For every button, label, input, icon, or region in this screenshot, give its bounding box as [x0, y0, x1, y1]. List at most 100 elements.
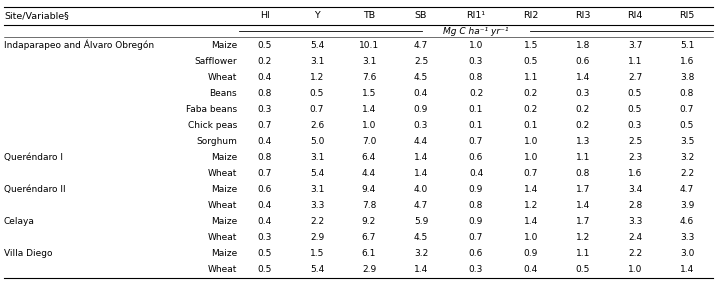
- Text: Villa Diego: Villa Diego: [4, 249, 52, 258]
- Text: 0.2: 0.2: [469, 89, 483, 98]
- Text: 1.5: 1.5: [310, 249, 324, 258]
- Text: 6.4: 6.4: [362, 153, 376, 162]
- Text: 6.1: 6.1: [362, 249, 376, 258]
- Text: 1.5: 1.5: [362, 89, 376, 98]
- Text: 0.4: 0.4: [414, 89, 428, 98]
- Text: 2.5: 2.5: [628, 137, 642, 146]
- Text: 0.4: 0.4: [258, 73, 272, 82]
- Text: Beans: Beans: [209, 89, 237, 98]
- Text: 1.1: 1.1: [524, 73, 538, 82]
- Text: 0.7: 0.7: [680, 105, 694, 114]
- Text: 0.7: 0.7: [258, 121, 272, 130]
- Text: 1.7: 1.7: [576, 185, 590, 194]
- Text: 0.4: 0.4: [258, 217, 272, 226]
- Text: 3.1: 3.1: [310, 185, 324, 194]
- Text: 4.5: 4.5: [414, 233, 428, 242]
- Text: 4.4: 4.4: [362, 169, 376, 178]
- Text: 0.5: 0.5: [258, 265, 272, 275]
- Text: 3.3: 3.3: [680, 233, 694, 242]
- Text: 10.1: 10.1: [359, 40, 379, 50]
- Text: 1.4: 1.4: [576, 73, 590, 82]
- Text: 5.4: 5.4: [310, 169, 324, 178]
- Text: 1.7: 1.7: [576, 217, 590, 226]
- Text: 1.1: 1.1: [576, 249, 590, 258]
- Text: 2.6: 2.6: [310, 121, 324, 130]
- Text: 2.7: 2.7: [628, 73, 642, 82]
- Text: 1.8: 1.8: [576, 40, 590, 50]
- Text: 3.3: 3.3: [310, 201, 324, 210]
- Text: Faba beans: Faba beans: [186, 105, 237, 114]
- Text: 1.4: 1.4: [524, 185, 538, 194]
- Text: 5.1: 5.1: [680, 40, 694, 50]
- Text: 0.7: 0.7: [469, 137, 483, 146]
- Text: 1.0: 1.0: [362, 121, 376, 130]
- Text: 0.8: 0.8: [258, 89, 272, 98]
- Text: 7.0: 7.0: [362, 137, 376, 146]
- Text: 0.6: 0.6: [469, 249, 483, 258]
- Text: Safflower: Safflower: [194, 57, 237, 66]
- Text: 2.2: 2.2: [680, 169, 694, 178]
- Text: 0.8: 0.8: [680, 89, 694, 98]
- Text: 0.3: 0.3: [469, 57, 483, 66]
- Text: 3.3: 3.3: [628, 217, 642, 226]
- Text: 2.9: 2.9: [362, 265, 376, 275]
- Text: Mg C ha⁻¹ yr⁻¹: Mg C ha⁻¹ yr⁻¹: [443, 27, 509, 35]
- Text: 0.4: 0.4: [469, 169, 483, 178]
- Text: 0.9: 0.9: [524, 249, 538, 258]
- Text: 1.1: 1.1: [576, 153, 590, 162]
- Text: 0.5: 0.5: [524, 57, 538, 66]
- Text: 4.4: 4.4: [414, 137, 428, 146]
- Text: Queréndaro I: Queréndaro I: [4, 153, 63, 162]
- Text: 3.5: 3.5: [680, 137, 694, 146]
- Text: 1.0: 1.0: [469, 40, 483, 50]
- Text: SB: SB: [415, 12, 427, 20]
- Text: 0.7: 0.7: [258, 169, 272, 178]
- Text: 1.4: 1.4: [524, 217, 538, 226]
- Text: 0.1: 0.1: [469, 105, 483, 114]
- Text: 1.2: 1.2: [576, 233, 590, 242]
- Text: 0.5: 0.5: [628, 89, 642, 98]
- Text: 0.7: 0.7: [469, 233, 483, 242]
- Text: Wheat: Wheat: [208, 169, 237, 178]
- Text: Maize: Maize: [211, 40, 237, 50]
- Text: 0.5: 0.5: [258, 249, 272, 258]
- Text: 0.2: 0.2: [258, 57, 272, 66]
- Text: 1.4: 1.4: [576, 201, 590, 210]
- Text: 0.8: 0.8: [258, 153, 272, 162]
- Text: 0.8: 0.8: [469, 201, 483, 210]
- Text: 1.0: 1.0: [524, 153, 538, 162]
- Text: 0.2: 0.2: [576, 105, 590, 114]
- Text: 5.0: 5.0: [310, 137, 324, 146]
- Text: 0.4: 0.4: [524, 265, 538, 275]
- Text: 1.4: 1.4: [680, 265, 694, 275]
- Text: 3.7: 3.7: [628, 40, 642, 50]
- Text: 4.7: 4.7: [414, 201, 428, 210]
- Text: 0.1: 0.1: [524, 121, 538, 130]
- Text: 0.3: 0.3: [628, 121, 642, 130]
- Text: 9.2: 9.2: [362, 217, 376, 226]
- Text: 1.0: 1.0: [524, 137, 538, 146]
- Text: 0.6: 0.6: [469, 153, 483, 162]
- Text: Wheat: Wheat: [208, 73, 237, 82]
- Text: 1.3: 1.3: [576, 137, 590, 146]
- Text: 0.4: 0.4: [258, 201, 272, 210]
- Text: 2.9: 2.9: [310, 233, 324, 242]
- Text: Maize: Maize: [211, 185, 237, 194]
- Text: 3.0: 3.0: [680, 249, 694, 258]
- Text: 0.5: 0.5: [310, 89, 324, 98]
- Text: 0.3: 0.3: [414, 121, 428, 130]
- Text: 7.8: 7.8: [362, 201, 376, 210]
- Text: HI: HI: [260, 12, 270, 20]
- Text: 1.4: 1.4: [414, 153, 428, 162]
- Text: 3.1: 3.1: [362, 57, 376, 66]
- Text: 0.6: 0.6: [576, 57, 590, 66]
- Text: 3.2: 3.2: [680, 153, 694, 162]
- Text: RI3: RI3: [575, 12, 591, 20]
- Text: Maize: Maize: [211, 217, 237, 226]
- Text: 2.5: 2.5: [414, 57, 428, 66]
- Text: 0.3: 0.3: [258, 233, 272, 242]
- Text: 0.9: 0.9: [469, 217, 483, 226]
- Text: 5.4: 5.4: [310, 40, 324, 50]
- Text: TB: TB: [363, 12, 375, 20]
- Text: 0.5: 0.5: [628, 105, 642, 114]
